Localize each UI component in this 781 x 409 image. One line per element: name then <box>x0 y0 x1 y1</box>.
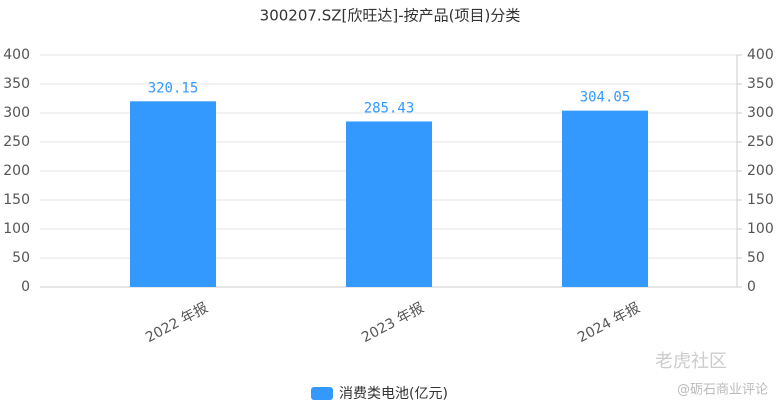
bar <box>562 110 648 287</box>
y2-tick-label: 150 <box>747 192 774 208</box>
y-tick-label: 350 <box>3 76 30 92</box>
bar <box>130 101 216 287</box>
data-label: 320.15 <box>148 80 199 96</box>
x-tick-label: 2022 年报 <box>143 300 211 346</box>
y-tick-label: 150 <box>3 192 30 208</box>
data-label: 304.05 <box>580 90 631 106</box>
y-tick-label: 250 <box>3 134 30 150</box>
y-tick-label: 0 <box>21 279 30 295</box>
y2-tick-label: 250 <box>747 134 774 150</box>
chart-title: 300207.SZ[欣旺达]-按产品(项目)分类 <box>260 7 521 25</box>
y2-tick-label: 300 <box>747 105 774 121</box>
y-tick-label: 300 <box>3 105 30 121</box>
y2-tick-label: 200 <box>747 163 774 179</box>
y2-tick-label: 50 <box>747 250 765 266</box>
watermark: 老虎社区 <box>655 351 727 372</box>
x-tick-label: 2023 年报 <box>359 300 427 346</box>
y-tick-label: 400 <box>3 47 30 63</box>
x-tick-label: 2024 年报 <box>575 300 643 346</box>
y2-tick-label: 0 <box>747 279 756 295</box>
legend-swatch <box>311 387 333 400</box>
bar <box>346 121 432 288</box>
watermark: @砺石商业评论 <box>677 383 768 398</box>
y2-tick-label: 100 <box>747 221 774 237</box>
y-tick-label: 50 <box>12 250 30 266</box>
y-tick-label: 200 <box>3 163 30 179</box>
legend-label: 消费类电池(亿元) <box>339 386 448 402</box>
y2-tick-label: 400 <box>747 47 774 63</box>
y-tick-label: 100 <box>3 221 30 237</box>
y2-tick-label: 350 <box>747 76 774 92</box>
data-label: 285.43 <box>364 100 415 116</box>
